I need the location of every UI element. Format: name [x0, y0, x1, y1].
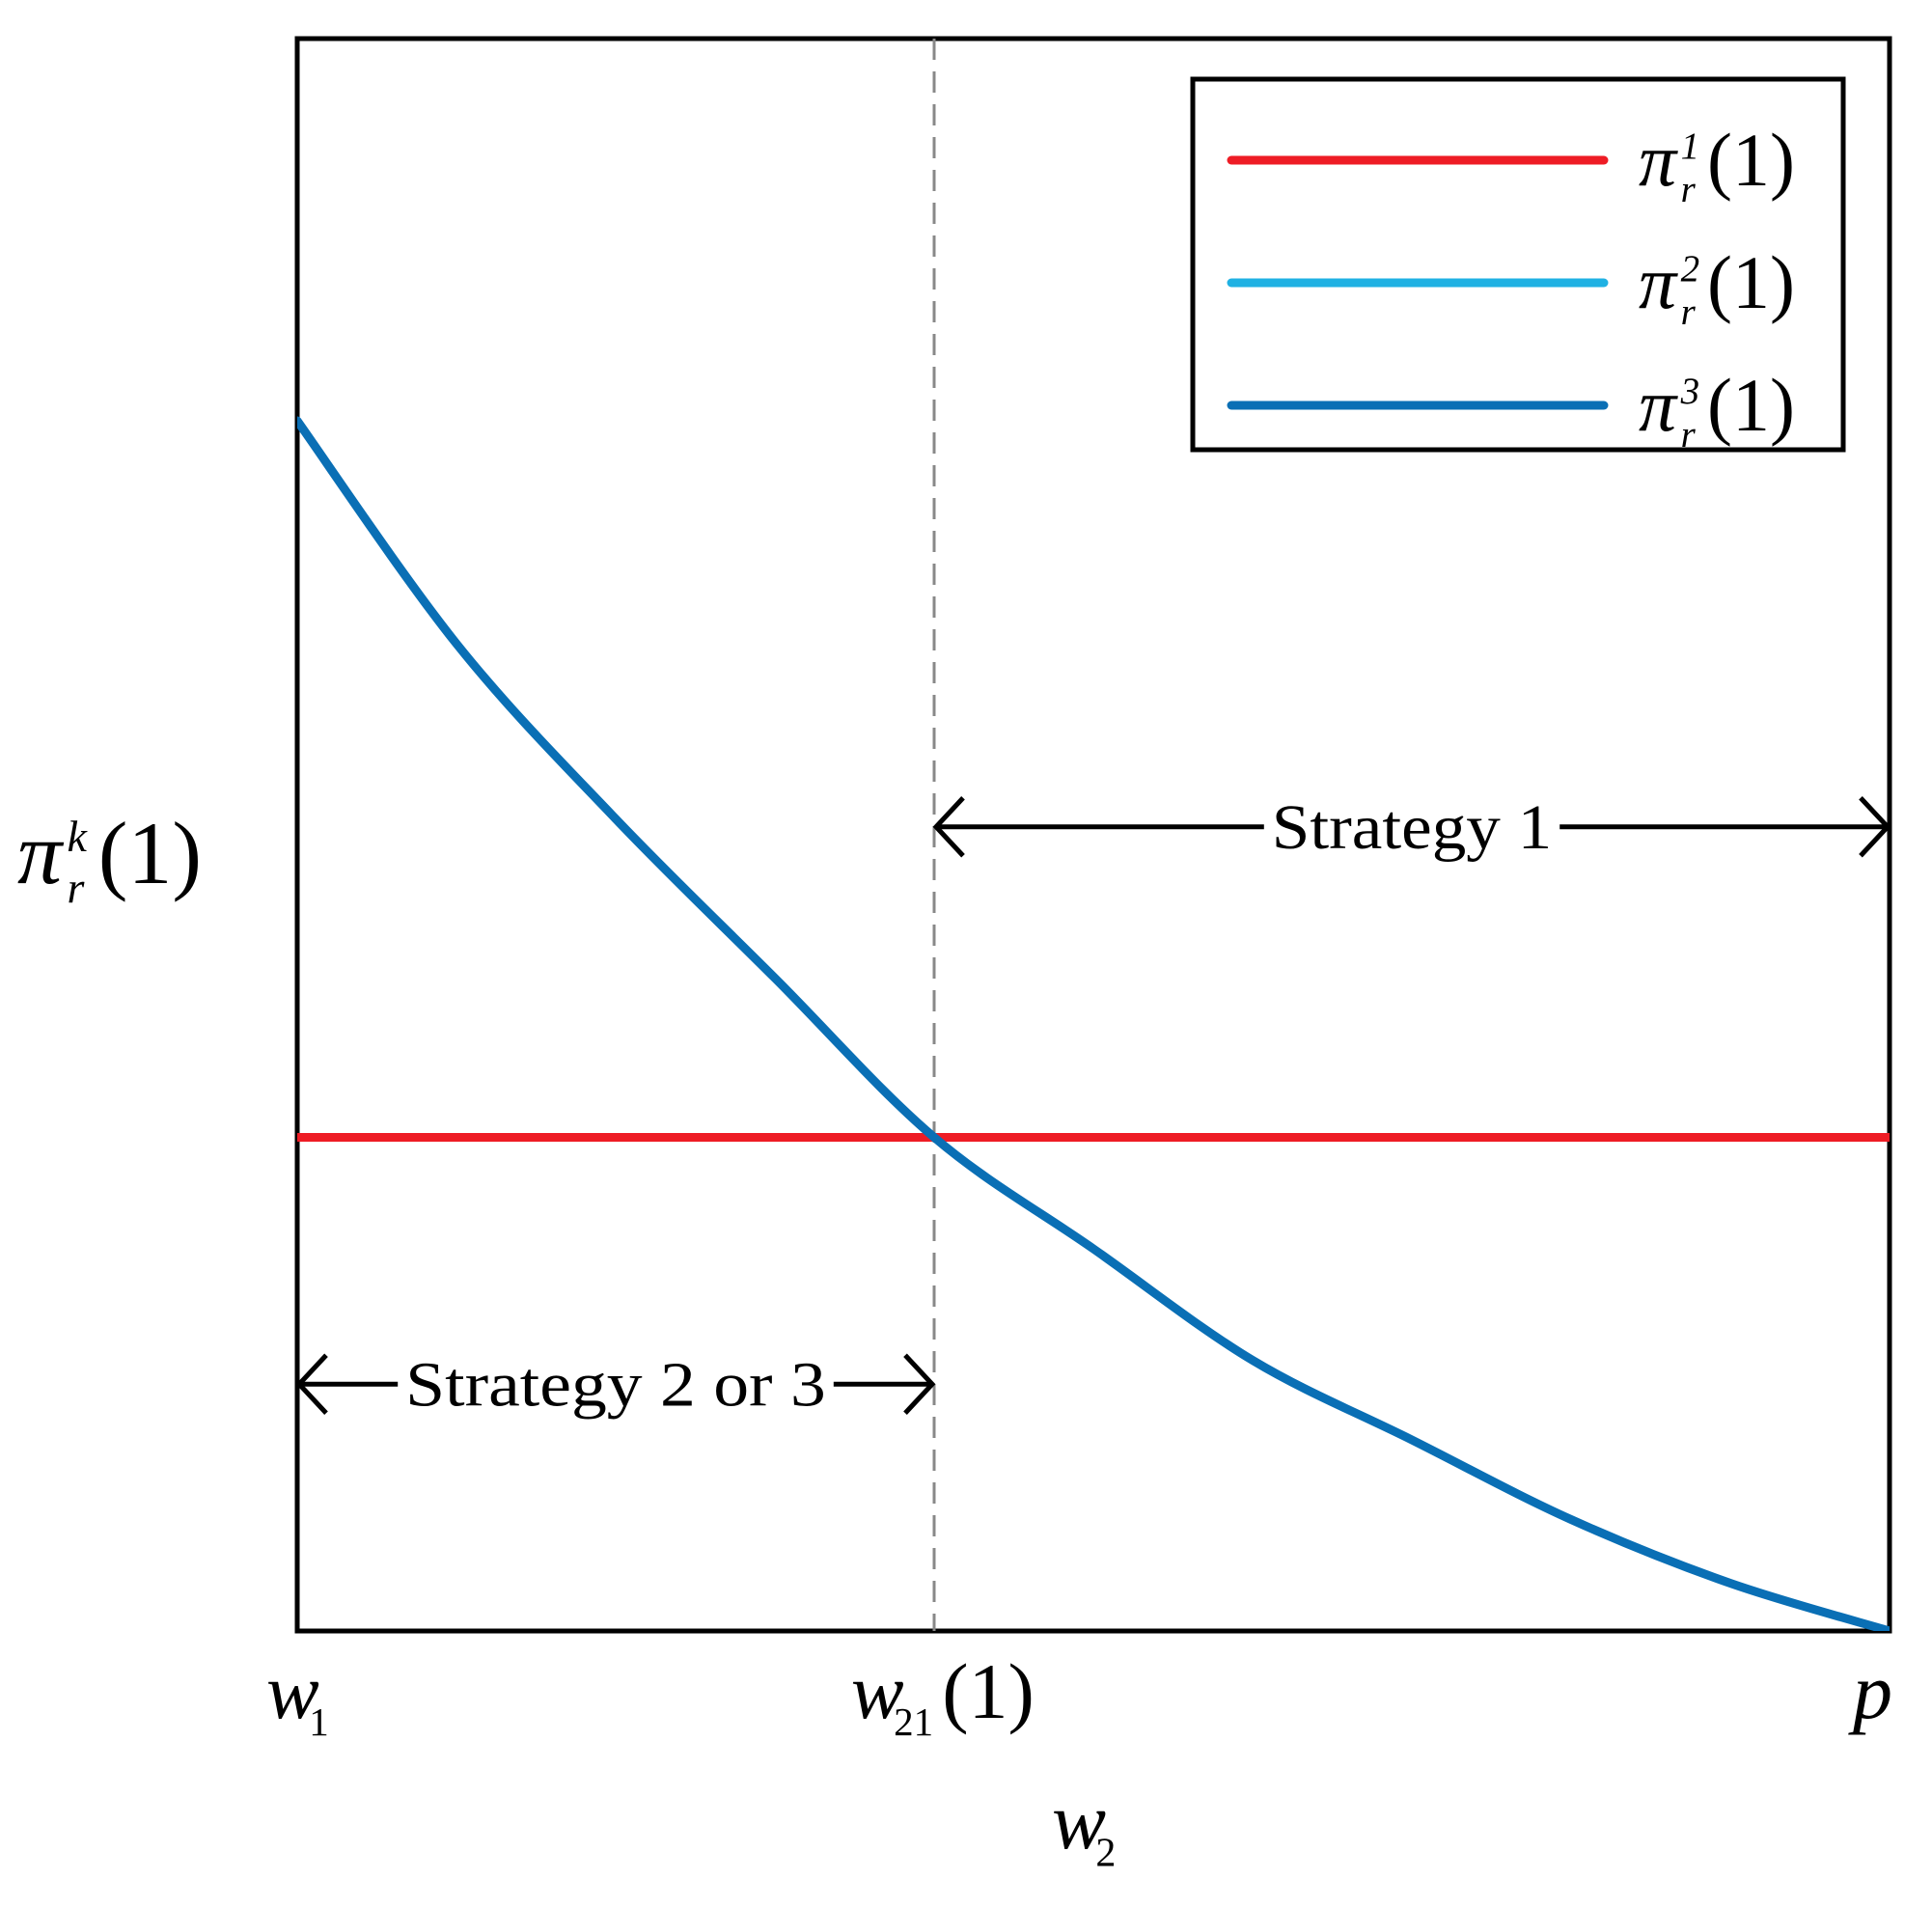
legend-label-2-sub: r [1681, 291, 1697, 333]
legend-label-3: π 3r (1) [1639, 363, 1795, 456]
x-axis-label: w2 [1052, 1777, 1116, 1875]
x-tick-label-2-base: w [851, 1647, 904, 1735]
x-tick-label-2-sub: 21 [894, 1700, 933, 1744]
annotation-2-label: Strategy 2 or 3 [405, 1349, 826, 1420]
annotation-1-label: Strategy 1 [1272, 792, 1552, 863]
legend-box [1190, 76, 1846, 453]
legend-label-1: π 1r (1) [1639, 118, 1795, 210]
x-tick-label-1: w1 [266, 1647, 329, 1744]
legend-label-2-sup: 2 [1681, 248, 1700, 290]
annotation-2: Strategy 2 or 3 [295, 1349, 936, 1420]
y-axis-label-sub: r [68, 863, 86, 912]
legend-label-3-arg: (1) [1707, 363, 1795, 447]
legend-label-3-base: π [1639, 363, 1678, 447]
x-tick-label-2-arg: (1) [942, 1647, 1035, 1735]
x-tick-label-2: w21 (1) [851, 1647, 1035, 1744]
x-axis-label-base: w [1052, 1777, 1106, 1866]
annotation-1: Strategy 1 [932, 792, 1891, 863]
annotation-1-left-arrowhead [932, 796, 965, 858]
annotation-1-right-arrowhead [1859, 796, 1891, 858]
y-axis-label: π kr (1) [17, 804, 202, 912]
legend-label-1-sup: 1 [1681, 125, 1700, 167]
y-axis-label-sup: k [68, 812, 89, 861]
x-tick-label-1-base: w [266, 1647, 319, 1735]
series-line-3 [297, 416, 1890, 1631]
y-axis-label-arg: (1) [98, 804, 202, 902]
x-tick-label-1-sub: 1 [309, 1700, 329, 1744]
annotation-2-right-arrowhead [903, 1353, 936, 1415]
legend-label-2: π 2r (1) [1639, 240, 1795, 333]
y-axis-label-base: π [17, 804, 65, 902]
legend-label-3-sub: r [1681, 414, 1697, 456]
legend-label-1-arg: (1) [1707, 118, 1795, 202]
plot-frame [294, 36, 1892, 1634]
annotation-2-left-arrowhead [295, 1353, 328, 1415]
x-tick-label-3: p [1848, 1647, 1892, 1735]
legend-label-3-sup: 3 [1680, 371, 1700, 412]
legend-label-1-base: π [1639, 118, 1678, 202]
x-tick-label-3-base: p [1848, 1647, 1892, 1735]
legend-label-1-sub: r [1681, 169, 1697, 210]
x-axis-label-sub: 2 [1095, 1831, 1116, 1875]
legend-label-2-arg: (1) [1707, 240, 1795, 324]
legend-label-2-base: π [1639, 240, 1678, 324]
